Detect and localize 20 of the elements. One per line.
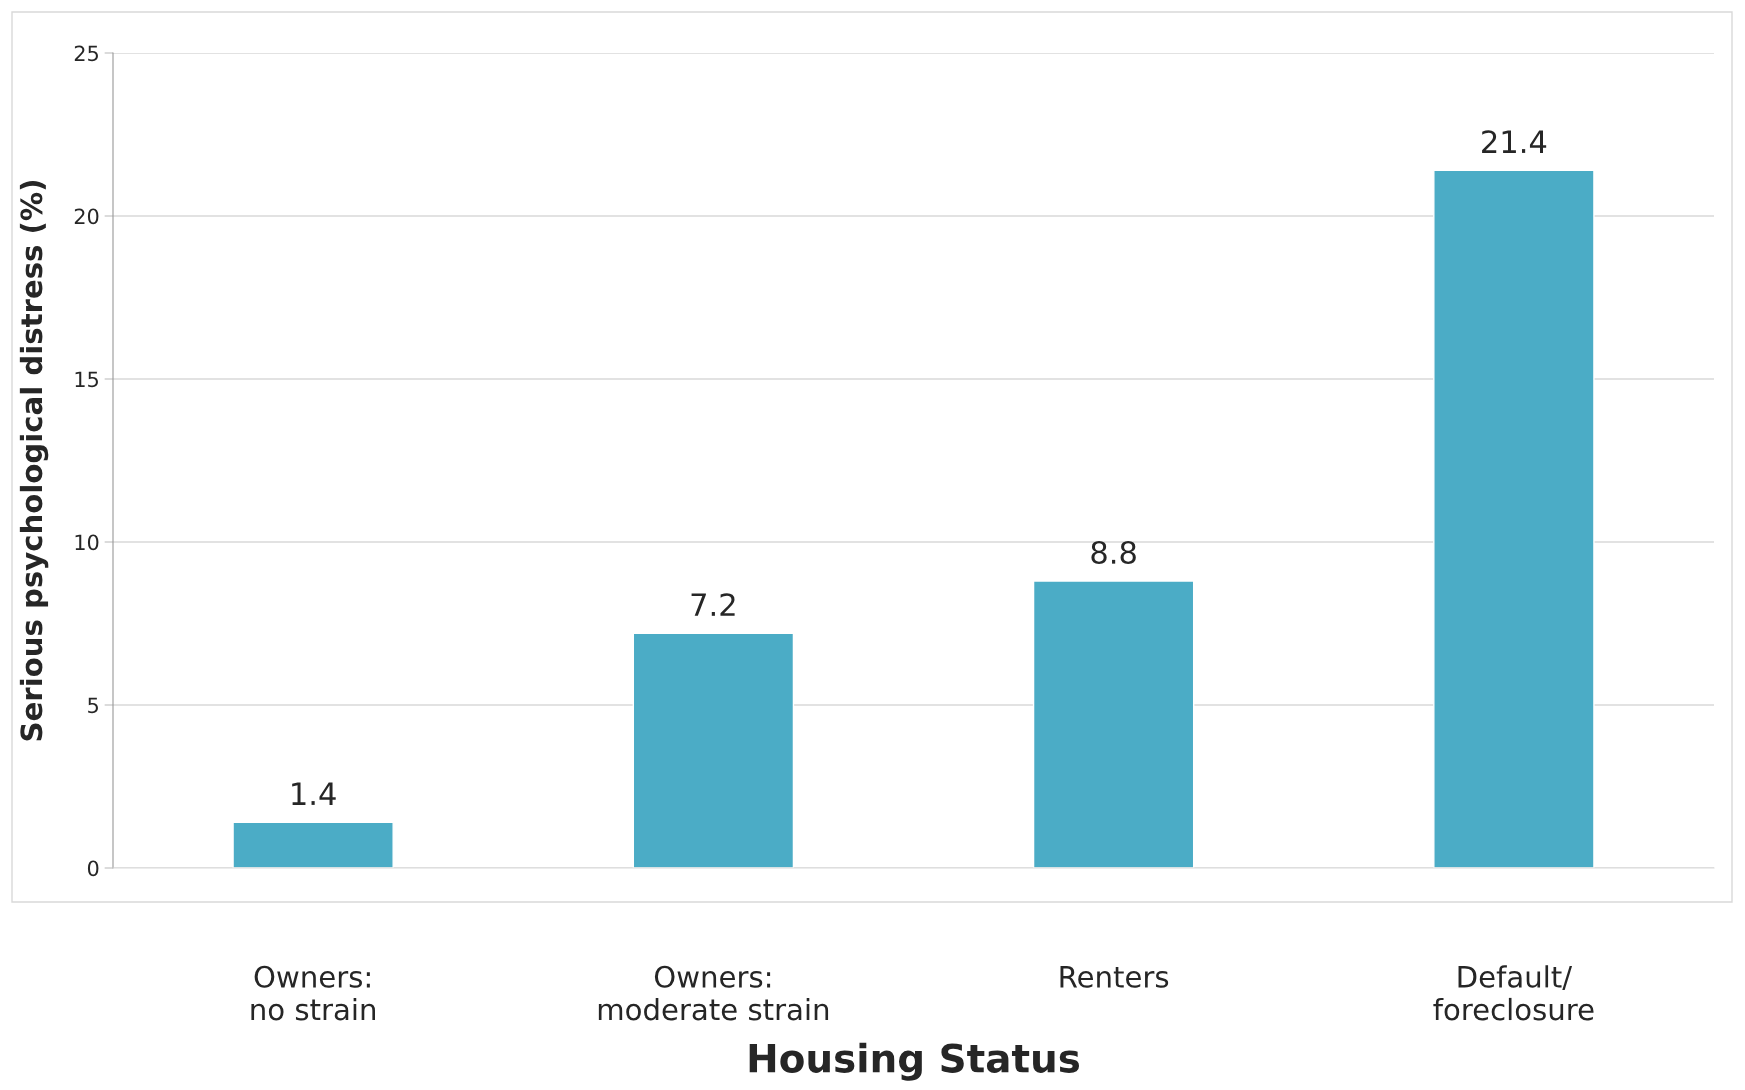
y-tick-label: 10 (75, 534, 99, 551)
y-tick-label: 25 (74, 45, 98, 62)
data-label: 21.4 (1482, 130, 1547, 153)
x-tick-label: Renters (1060, 966, 1169, 988)
data-label: 7.2 (691, 593, 735, 616)
y-tick-label: 0 (87, 860, 99, 877)
bar (1032, 580, 1195, 868)
x-axis-title: Housing Status (749, 1042, 1080, 1081)
data-label: 1.4 (292, 782, 336, 805)
data-label: 8.8 (1091, 540, 1136, 565)
x-tick-label: Owners: no strain (251, 965, 375, 1021)
y-axis-title: Serious psychological distress (%) (19, 181, 49, 741)
y-tick-label: 5 (88, 697, 98, 714)
x-tick-label: Default/ foreclosure (1433, 965, 1594, 1021)
y-tick-label: 20 (74, 208, 99, 225)
bar (632, 632, 795, 868)
bar (1433, 169, 1595, 868)
y-tick-label: 15 (75, 371, 98, 388)
bar (232, 821, 394, 868)
x-tick-label: Owners: moderate strain (598, 965, 829, 1021)
